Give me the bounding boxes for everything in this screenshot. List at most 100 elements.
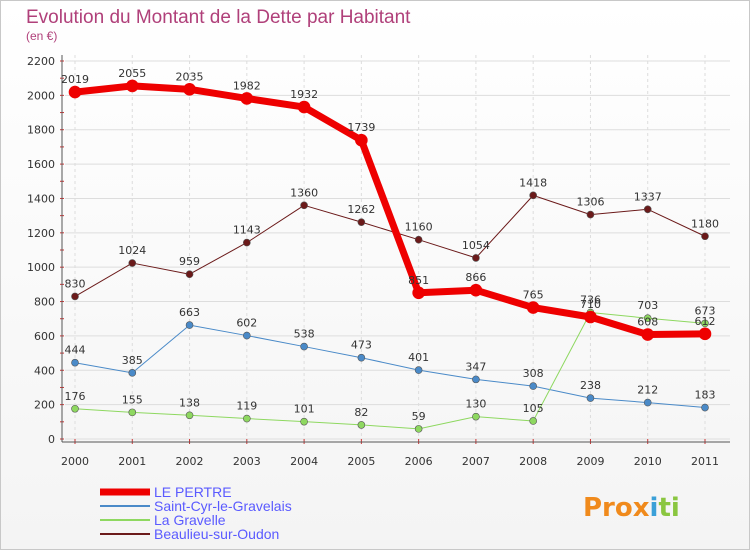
data-label-la-gravelle-2007: 130: [465, 398, 486, 411]
point-saint-cyr-le-gravelais-2003: [243, 331, 251, 340]
point-la-gravelle-2001: [128, 408, 137, 417]
data-label-le-pertre-2000: 2019: [61, 73, 89, 86]
x-tick-label-2003: 2003: [233, 455, 261, 468]
grid-lines: [65, 55, 730, 440]
x-tick-label-2002: 2002: [176, 455, 204, 468]
data-label-la-gravelle-2005: 82: [354, 406, 368, 419]
point-la-gravelle-2008: [529, 417, 537, 425]
data-label-la-gravelle-2009: 736: [580, 294, 601, 307]
data-label-saint-cyr-le-gravelais-2000: 444: [65, 344, 86, 357]
x-tick-label-2009: 2009: [576, 455, 604, 468]
data-label-beaulieu-sur-oudon-2003: 1143: [233, 224, 261, 237]
legend-label-beaulieu-sur-oudon: Beaulieu-sur-Oudon: [154, 526, 279, 542]
point-beaulieu-sur-oudon-2004: [300, 201, 308, 210]
data-label-beaulieu-sur-oudon-2011: 1180: [691, 217, 719, 230]
data-label-le-pertre-2009: 710: [580, 298, 601, 311]
point-beaulieu-sur-oudon-2001: [128, 259, 137, 267]
data-label-beaulieu-sur-oudon-2009: 1306: [576, 196, 604, 209]
x-tick-label-2011: 2011: [691, 455, 719, 468]
y-tick-label-2200: 2200: [27, 55, 55, 68]
y-tick-label-600: 600: [34, 330, 55, 343]
legend-label-la-gravelle: La Gravelle: [154, 512, 226, 528]
point-beaulieu-sur-oudon-2005: [357, 218, 366, 226]
series-line-saint-cyr-le-gravelais: [74, 324, 706, 409]
point-beaulieu-sur-oudon-2006: [414, 235, 423, 244]
y-tick-label-1400: 1400: [27, 192, 55, 205]
y-tick-label-1600: 1600: [27, 158, 55, 171]
series-line-beaulieu-sur-oudon: [74, 194, 706, 297]
x-tick-label-2000: 2000: [61, 455, 89, 468]
point-beaulieu-sur-oudon-2002: [185, 270, 194, 279]
point-saint-cyr-le-gravelais-2004: [300, 342, 308, 351]
data-label-le-pertre-2002: 2035: [176, 70, 204, 83]
point-la-gravelle-2000: [71, 404, 79, 413]
data-label-le-pertre-2006: 851: [408, 274, 429, 287]
data-label-le-pertre-2008: 765: [523, 289, 544, 302]
point-saint-cyr-le-gravelais-2000: [71, 358, 79, 367]
point-saint-cyr-le-gravelais-2007: [472, 375, 480, 384]
point-beaulieu-sur-oudon-2010: [643, 205, 652, 214]
point-le-pertre-2006: [412, 286, 425, 300]
data-label-beaulieu-sur-oudon-2006: 1160: [405, 221, 433, 234]
point-beaulieu-sur-oudon-2000: [71, 292, 79, 301]
data-label-saint-cyr-le-gravelais-2005: 473: [351, 339, 372, 352]
logo-text: Proxiti: [583, 493, 680, 523]
point-la-gravelle-2011: [701, 319, 709, 328]
data-label-la-gravelle-2004: 101: [294, 403, 315, 416]
data-label-beaulieu-sur-oudon-2001: 1024: [118, 244, 146, 257]
point-saint-cyr-le-gravelais-2006: [414, 366, 423, 374]
data-label-beaulieu-sur-oudon-2007: 1054: [462, 239, 490, 252]
data-label-la-gravelle-2011: 673: [695, 304, 716, 317]
point-le-pertre-2011: [698, 327, 712, 341]
data-label-le-pertre-2011: 612: [695, 315, 716, 328]
data-label-la-gravelle-2002: 138: [179, 396, 200, 409]
data-label-saint-cyr-le-gravelais-2006: 401: [408, 351, 429, 364]
data-label-saint-cyr-le-gravelais-2008: 308: [523, 367, 544, 380]
point-le-pertre-2007: [469, 283, 483, 297]
legend-label-saint-cyr-le-gravelais: Saint-Cyr-le-Gravelais: [154, 498, 292, 514]
data-label-beaulieu-sur-oudon-2010: 1337: [634, 190, 662, 203]
data-label-saint-cyr-le-gravelais-2011: 183: [695, 389, 716, 402]
data-label-saint-cyr-le-gravelais-2003: 602: [236, 317, 257, 330]
point-saint-cyr-le-gravelais-2011: [701, 403, 709, 412]
point-beaulieu-sur-oudon-2011: [701, 232, 709, 241]
y-tick-label-400: 400: [34, 364, 55, 377]
point-la-gravelle-2006: [414, 425, 423, 433]
y-tick-label-1000: 1000: [27, 261, 55, 274]
point-la-gravelle-2004: [300, 417, 308, 426]
data-label-le-pertre-2007: 866: [465, 271, 486, 284]
x-tick-label-2007: 2007: [462, 455, 490, 468]
chart-subtitle: (en €): [26, 29, 57, 43]
data-label-beaulieu-sur-oudon-2000: 830: [65, 277, 86, 290]
data-label-le-pertre-2010: 608: [637, 316, 658, 329]
legend-label-le-pertre: LE PERTRE: [154, 484, 232, 500]
point-la-gravelle-2003: [243, 414, 251, 423]
y-tick-label-200: 200: [34, 399, 55, 412]
data-label-beaulieu-sur-oudon-2002: 959: [179, 255, 200, 268]
data-label-saint-cyr-le-gravelais-2002: 663: [179, 306, 200, 319]
data-label-le-pertre-2004: 1932: [290, 88, 318, 101]
y-tick-label-0: 0: [48, 433, 55, 446]
data-label-saint-cyr-le-gravelais-2007: 347: [465, 360, 486, 373]
data-label-beaulieu-sur-oudon-2005: 1262: [347, 203, 375, 216]
data-label-la-gravelle-2003: 119: [236, 400, 257, 413]
point-le-pertre-2004: [297, 100, 311, 114]
y-tick-label-1800: 1800: [27, 124, 55, 137]
point-saint-cyr-le-gravelais-2001: [128, 369, 137, 377]
point-beaulieu-sur-oudon-2009: [586, 210, 595, 219]
x-tick-label-2001: 2001: [118, 455, 146, 468]
point-le-pertre-2010: [641, 328, 655, 341]
point-le-pertre-2008: [526, 301, 540, 314]
data-label-beaulieu-sur-oudon-2008: 1418: [519, 176, 547, 189]
point-le-pertre-2001: [125, 79, 139, 93]
point-beaulieu-sur-oudon-2007: [472, 254, 480, 262]
point-la-gravelle-2005: [357, 421, 366, 429]
point-le-pertre-2003: [240, 92, 254, 105]
data-label-beaulieu-sur-oudon-2004: 1360: [290, 186, 318, 199]
data-label-saint-cyr-le-gravelais-2009: 238: [580, 379, 601, 392]
point-saint-cyr-le-gravelais-2002: [185, 321, 194, 329]
x-tick-label-2008: 2008: [519, 455, 547, 468]
